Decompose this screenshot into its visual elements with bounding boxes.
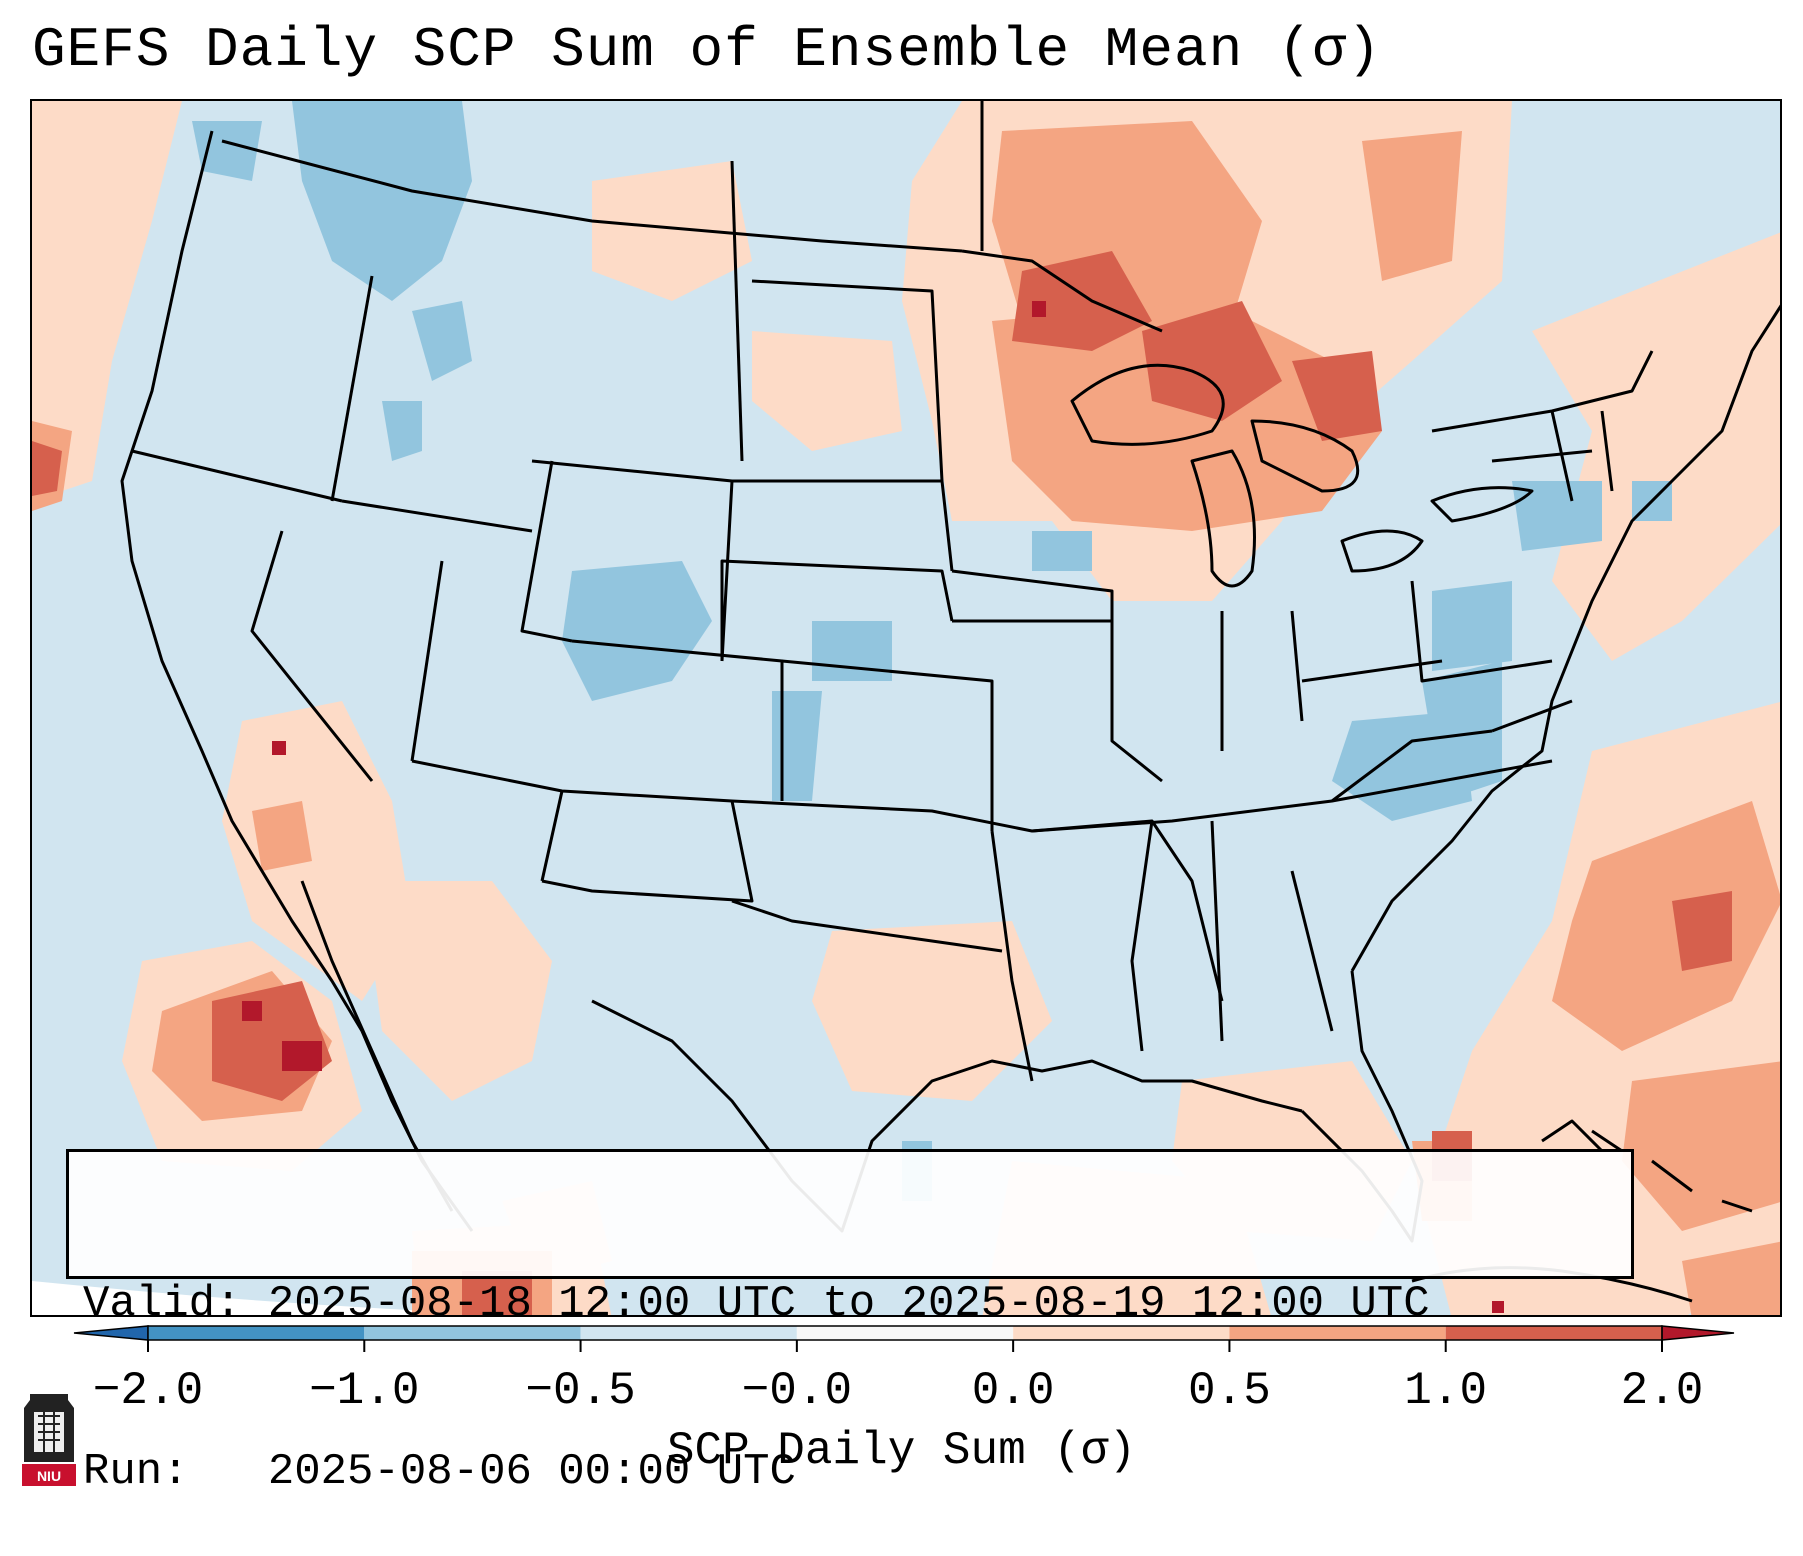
- colorbar-tick-label: 0.0: [971, 1365, 1055, 1417]
- colorbar-extend-low: [73, 1325, 149, 1341]
- map-title: GEFS Daily SCP Sum of Ensemble Mean (σ): [32, 18, 1382, 82]
- colorbar-segment: [1229, 1326, 1446, 1340]
- domain-edge: [32, 1281, 515, 1315]
- colorbar-segment: [364, 1326, 581, 1340]
- run-time-line: Run: 2025-08-06 00:00 UTC: [83, 1447, 796, 1497]
- colorbar-tick-label: −1.0: [309, 1365, 420, 1417]
- positive-anomaly-extreme: [242, 301, 1504, 1313]
- colorbar-tick-label: 1.0: [1404, 1365, 1488, 1417]
- colorbar: [0, 1318, 1803, 1378]
- colorbar-tick-label: 2.0: [1620, 1365, 1704, 1417]
- colorbar-tick-label: 0.5: [1188, 1365, 1271, 1417]
- positive-anomaly-strong: [32, 251, 1732, 1315]
- colorbar-ticks: −2.0 −1.0 −0.5 −0.0 0.0 0.5 1.0 2.0: [0, 1365, 1803, 1425]
- colorbar-tick-label: −2.0: [92, 1365, 204, 1417]
- boundary-lines: [120, 101, 1780, 1303]
- colorbar-label: SCP Daily Sum (σ): [666, 1425, 1137, 1477]
- colorbar-segment: [580, 1326, 797, 1340]
- colorbar-tick-label: −0.0: [741, 1365, 853, 1417]
- university-tower-logo-icon: [22, 1394, 76, 1486]
- valid-time-line: Valid: 2025-08-18 12:00 UTC to 2025-08-1…: [83, 1279, 1430, 1329]
- valid-run-info-box: Valid: 2025-08-18 12:00 UTC to 2025-08-1…: [66, 1149, 1634, 1497]
- colorbar-outline: [147, 1325, 1663, 1341]
- niu-logo: NIU: [20, 1390, 78, 1488]
- anomaly-map: [32, 101, 1780, 1315]
- logo-text: NIU: [36, 1468, 62, 1484]
- colorbar-segment: [148, 1326, 365, 1340]
- colorbar-segment: [1013, 1326, 1230, 1340]
- colorbar-svg: [73, 1325, 1735, 1352]
- map-panel[interactable]: [30, 99, 1782, 1317]
- colorbar-segment: [1445, 1326, 1662, 1340]
- colorbar-tick-label: −0.5: [525, 1365, 636, 1417]
- colorbar-extend-high: [1661, 1325, 1735, 1341]
- colorbar-segment: [796, 1326, 1014, 1340]
